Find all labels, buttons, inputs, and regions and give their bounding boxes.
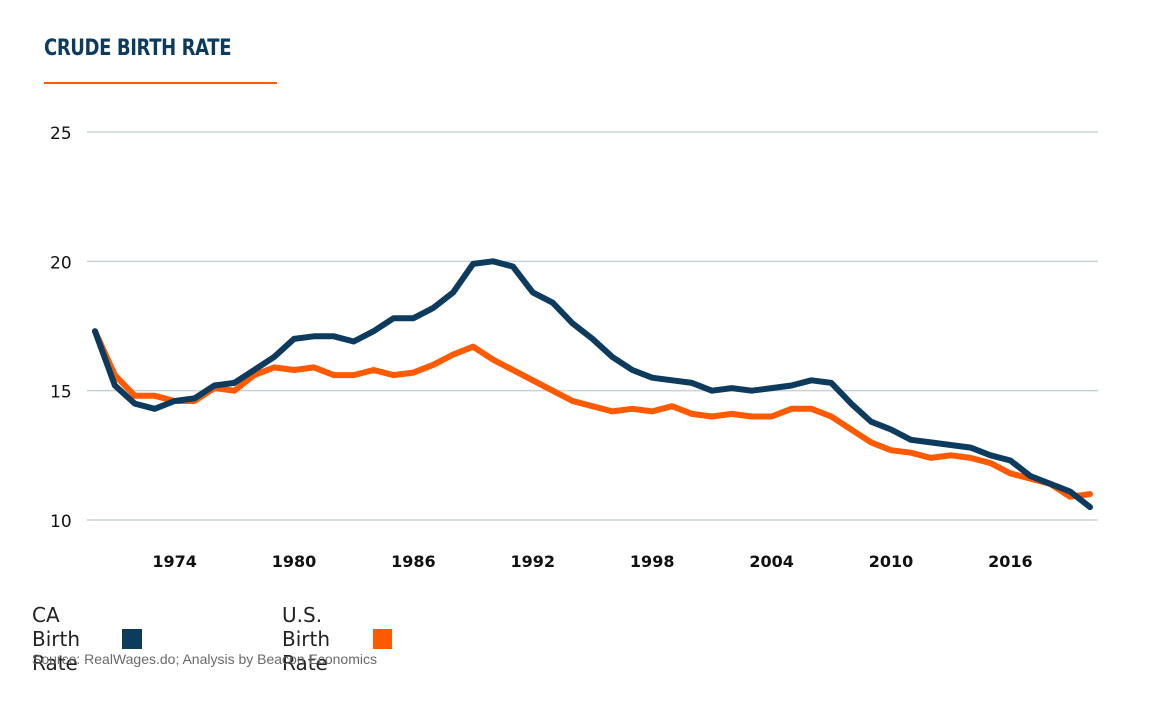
x-tick-label: 1980 <box>272 552 317 571</box>
x-tick-label: 1974 <box>152 552 197 571</box>
grid-lines <box>87 131 1098 521</box>
y-tick-label: 10 <box>50 512 72 532</box>
legend-item-ca: CA Birth Rate <box>32 603 143 675</box>
series-lines <box>92 258 1093 511</box>
legend-label-us: U.S. Birth Rate <box>282 603 331 675</box>
x-tick-label: 2016 <box>988 552 1033 571</box>
x-tick-label: 1992 <box>511 552 556 571</box>
legend-item-us: U.S. Birth Rate <box>282 603 393 675</box>
y-tick-label: 25 <box>50 124 72 144</box>
y-axis-ticks: 10 15 20 25 <box>50 124 72 532</box>
legend-swatch-us <box>373 629 393 649</box>
legend-swatch-ca <box>121 629 143 649</box>
x-tick-label: 1998 <box>630 552 675 571</box>
source-note: Source: RealWages.do; Analysis by Beacon… <box>32 651 377 667</box>
x-axis-ticks: 1974 1980 1986 1992 1998 2004 2010 2016 <box>152 552 1032 571</box>
x-tick-label: 1986 <box>391 552 436 571</box>
x-tick-label: 2004 <box>749 552 794 571</box>
y-tick-label: 15 <box>50 383 72 403</box>
legend-label-ca: CA Birth Rate <box>32 603 81 675</box>
y-tick-label: 20 <box>50 253 72 273</box>
title-underline <box>44 82 277 84</box>
series-line-us <box>92 328 1093 500</box>
x-tick-label: 2010 <box>869 552 914 571</box>
series-line-ca <box>92 258 1093 511</box>
chart-title: CRUDE BIRTH RATE <box>44 36 232 61</box>
